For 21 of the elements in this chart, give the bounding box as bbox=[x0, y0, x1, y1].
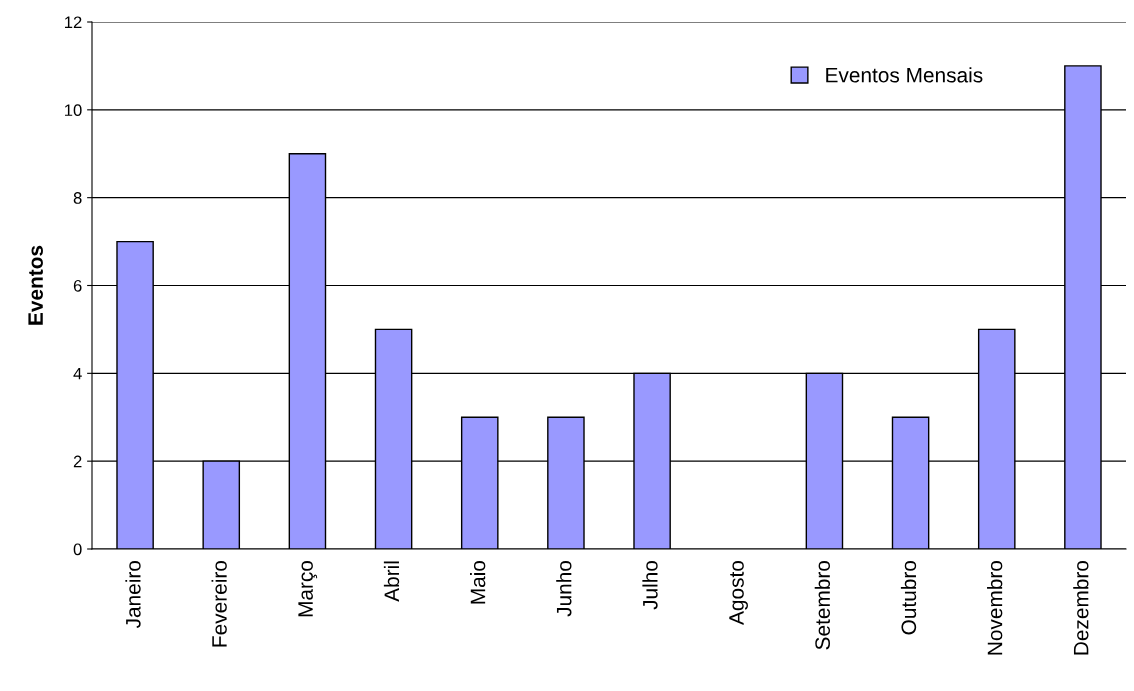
y-tick-label: 0 bbox=[73, 543, 82, 556]
y-tick-label: 8 bbox=[73, 192, 82, 204]
y-tick-label: 2 bbox=[73, 455, 82, 468]
y-tick-label: 4 bbox=[73, 367, 82, 380]
x-tick-label: Junho bbox=[556, 560, 572, 617]
x-tick-label: Fevereiro bbox=[211, 560, 227, 647]
x-tick-label: Março bbox=[298, 560, 318, 617]
x-tick-label: Outubro bbox=[900, 560, 917, 635]
y-axis-title: Eventos bbox=[28, 245, 43, 325]
x-tick-label: Abril bbox=[383, 561, 400, 602]
x-tick-label: Julho bbox=[642, 560, 658, 610]
x-tick-label: Janeiro bbox=[125, 560, 141, 629]
legend-label: Eventos Mensais bbox=[826, 67, 983, 83]
y-tick-label: 10 bbox=[65, 104, 82, 117]
y-tick-label: 6 bbox=[73, 279, 82, 292]
x-tick-label: Dezembro bbox=[1073, 560, 1089, 655]
x-tick-label: Setembro bbox=[814, 560, 831, 650]
x-tick-label: Agosto bbox=[729, 560, 748, 625]
x-tick-label: Novembro bbox=[987, 560, 1003, 655]
x-tick-label: Maio bbox=[470, 560, 486, 604]
y-tick-label: 12 bbox=[65, 16, 82, 29]
